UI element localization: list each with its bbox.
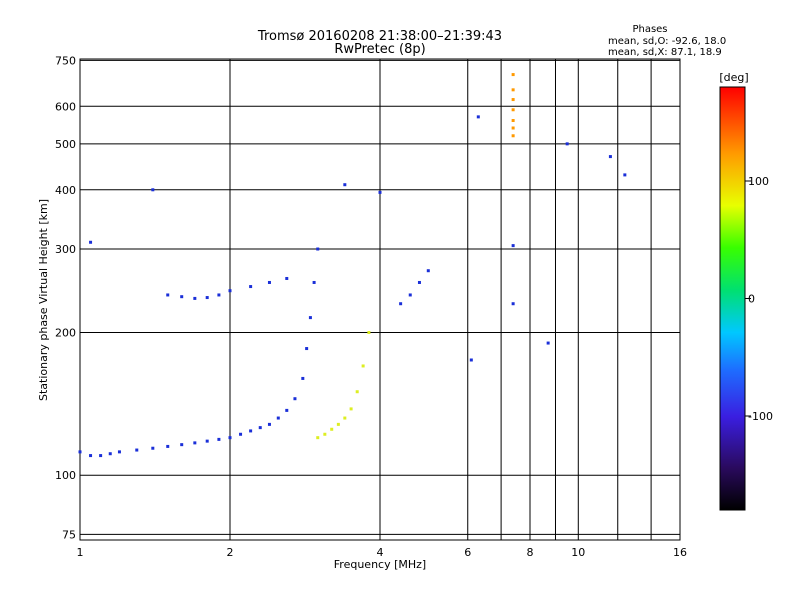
x-tick-label: 8: [527, 546, 534, 559]
data-point: [180, 443, 184, 447]
y-tick-label: 75: [62, 528, 76, 541]
data-point: [228, 289, 232, 293]
data-point: [99, 454, 103, 458]
data-point: [89, 240, 93, 244]
data-point: [239, 432, 243, 436]
data-point: [323, 432, 327, 436]
data-point: [249, 429, 253, 433]
data-point: [469, 358, 473, 362]
colorbar-tick-label: -100: [748, 410, 773, 423]
data-point: [151, 188, 155, 192]
data-point: [349, 407, 353, 411]
x-axis-label: Frequency [MHz]: [334, 558, 426, 571]
data-point: [89, 454, 93, 458]
data-point: [228, 436, 232, 440]
data-point: [308, 316, 312, 320]
data-point: [249, 285, 253, 289]
x-tick-label: 1: [77, 546, 84, 559]
data-point: [276, 416, 280, 420]
data-point: [305, 347, 309, 351]
data-point: [166, 444, 170, 448]
x-tick-label: 4: [377, 546, 384, 559]
data-point: [367, 330, 371, 334]
data-point: [511, 244, 515, 248]
data-point: [426, 269, 430, 273]
data-point: [511, 108, 515, 112]
data-point: [267, 280, 271, 284]
data-point: [608, 155, 612, 159]
data-point: [399, 302, 403, 306]
data-point: [343, 416, 347, 420]
x-tick-label: 10: [571, 546, 585, 559]
data-point: [180, 295, 184, 299]
colorbar-ticks: -100 0 100: [745, 175, 773, 423]
colorbar: [719, 86, 746, 511]
y-tick-label: 200: [55, 326, 76, 339]
data-point: [511, 126, 515, 130]
data-point: [117, 450, 121, 454]
colorbar-tick-label: 100: [748, 175, 769, 188]
axis-ticks: 1 2 4 6 8 10 16 75 100 200 300 400 500 600 750: [55, 54, 687, 559]
y-tick-label: 100: [55, 469, 76, 482]
data-point: [151, 446, 155, 450]
data-point: [623, 173, 627, 177]
data-point: [417, 280, 421, 284]
data-point: [285, 408, 289, 412]
data-point: [511, 88, 515, 92]
data-point: [343, 183, 347, 187]
chart-title: Tromsø 20160208 21:38:00–21:39:43: [257, 29, 502, 44]
data-point: [316, 436, 320, 440]
y-tick-label: 300: [55, 243, 76, 256]
data-point: [267, 422, 271, 426]
data-point: [217, 437, 221, 441]
info-box-title: Phases: [632, 24, 667, 35]
data-point: [511, 98, 515, 102]
x-tick-label: 6: [464, 546, 471, 559]
data-points: [78, 73, 627, 458]
y-tick-label: 750: [55, 54, 76, 67]
x-tick-label: 16: [673, 546, 687, 559]
info-box-line2: mean, sd,X: 87.1, 18.9: [608, 47, 722, 58]
data-point: [355, 390, 359, 394]
data-point: [511, 119, 515, 123]
data-point: [408, 293, 412, 297]
data-point: [166, 293, 170, 297]
x-tick-label: 2: [227, 546, 234, 559]
data-point: [205, 296, 209, 300]
data-point: [476, 115, 480, 119]
y-tick-label: 400: [55, 184, 76, 197]
data-point: [135, 448, 139, 452]
data-point: [293, 397, 297, 401]
grid-lines: [80, 59, 680, 540]
data-point: [312, 280, 316, 284]
y-tick-label: 500: [55, 138, 76, 151]
colorbar-label: [deg]: [719, 71, 748, 84]
plot-area: 1 2 4 6 8 10 16 75 100 200 300 400 500 600 750: [55, 54, 687, 559]
data-point: [330, 427, 334, 431]
y-axis-label: Stationary phase Virtual Height [km]: [37, 199, 50, 401]
data-point: [217, 293, 221, 297]
data-point: [78, 450, 82, 454]
data-point: [565, 142, 569, 146]
data-point: [205, 439, 209, 443]
colorbar-tick-label: 0: [748, 293, 755, 306]
data-point: [511, 73, 515, 77]
chart-subtitle: RwPretec (8p): [334, 42, 425, 57]
data-point: [511, 302, 515, 306]
data-point: [546, 341, 550, 345]
data-point: [361, 364, 365, 368]
data-point: [108, 452, 112, 456]
y-tick-label: 600: [55, 100, 76, 113]
data-point: [316, 247, 320, 251]
data-point: [378, 190, 382, 194]
data-point: [511, 134, 515, 138]
data-point: [301, 376, 305, 380]
data-point: [193, 441, 197, 445]
data-point: [258, 426, 262, 430]
info-box-line1: mean, sd,O: -92.6, 18.0: [608, 36, 726, 47]
data-point: [193, 296, 197, 300]
data-point: [336, 422, 340, 426]
data-point: [285, 276, 289, 280]
